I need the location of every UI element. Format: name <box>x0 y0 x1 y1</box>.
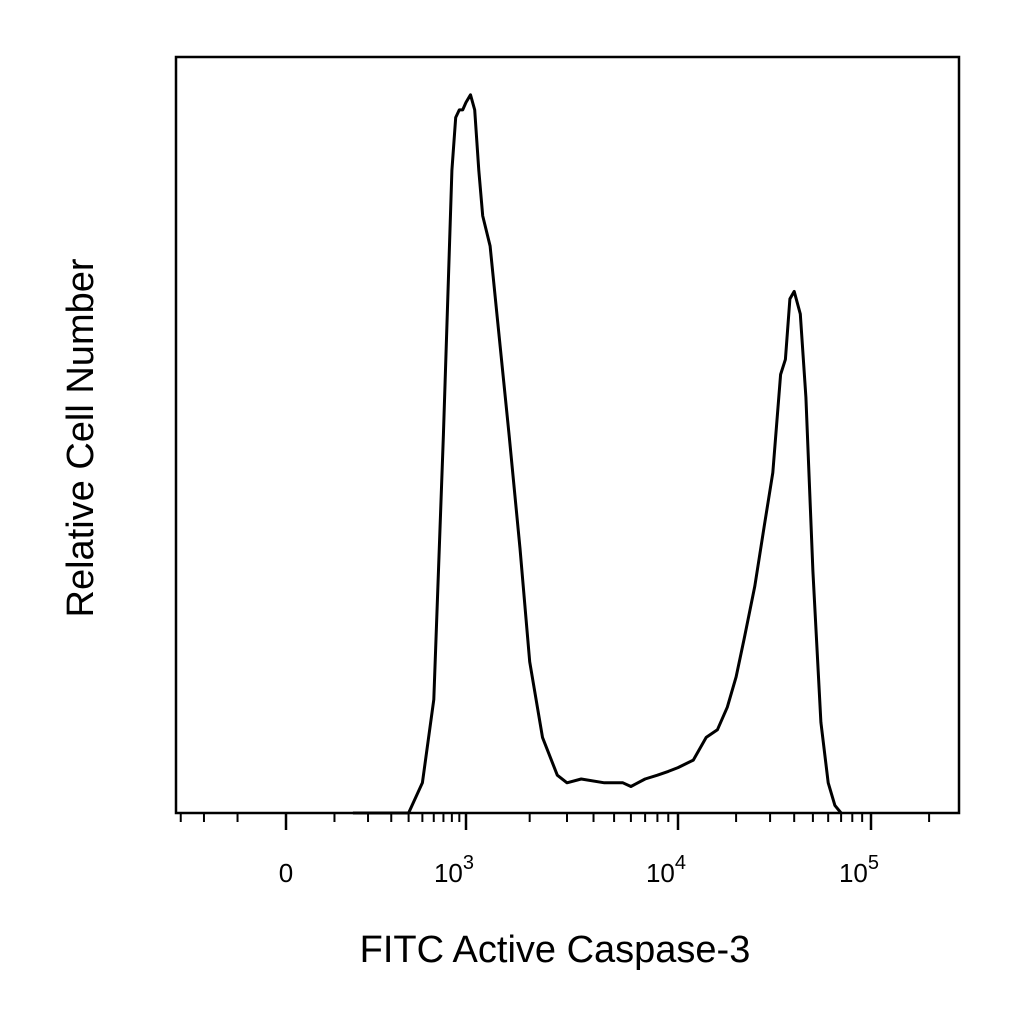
x-axis-major-ticks <box>284 813 873 830</box>
x-tick-label: 105 <box>839 852 879 888</box>
plot-frame <box>174 55 961 815</box>
x-tick-label: 0 <box>279 858 293 888</box>
x-tick-label: 103 <box>434 852 474 888</box>
x-axis-tick-labels: 0 103 104 105 <box>279 852 879 888</box>
x-tick-label: 104 <box>646 852 686 888</box>
histogram-series-line <box>352 93 843 815</box>
x-axis-title: FITC Active Caspase-3 <box>360 929 751 971</box>
y-axis-title: Relative Cell Number <box>60 258 102 617</box>
x-axis-minor-ticks <box>179 813 931 822</box>
